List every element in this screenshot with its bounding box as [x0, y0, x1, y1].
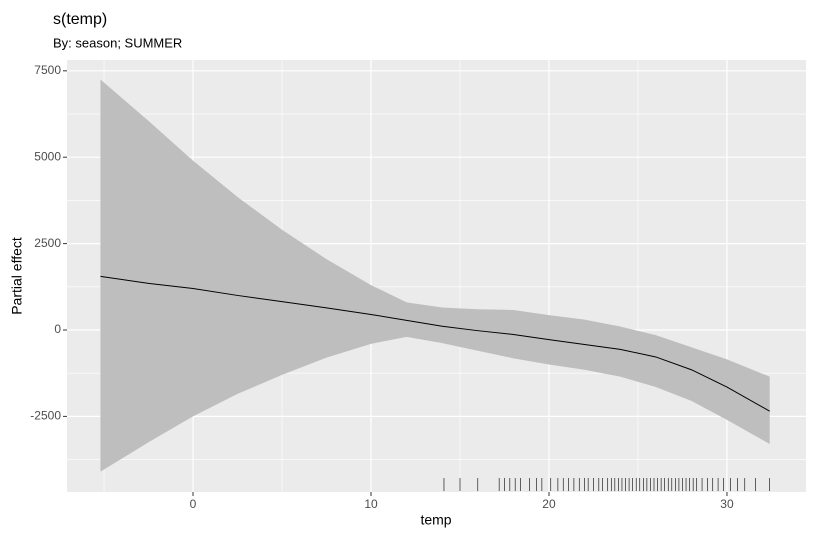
y-tick-label: -2500	[30, 409, 61, 423]
smooth-line	[100, 275, 770, 412]
x-tick-label: 0	[190, 497, 197, 511]
y-tick-label: 2500	[34, 236, 61, 250]
confidence-band	[100, 79, 770, 472]
chart-title: s(temp)	[53, 11, 107, 28]
x-tick-label: 20	[542, 497, 556, 511]
x-axis-label: temp	[420, 512, 451, 528]
y-tick-label: 0	[54, 322, 61, 336]
x-tick-label: 30	[720, 497, 734, 511]
y-axis-label: Partial effect	[9, 237, 25, 315]
y-tick-label: 5000	[34, 149, 61, 163]
chart-subtitle: By: season; SUMMER	[53, 35, 182, 50]
y-tick-label: 7500	[34, 63, 61, 77]
x-tick-label: 10	[364, 497, 378, 511]
